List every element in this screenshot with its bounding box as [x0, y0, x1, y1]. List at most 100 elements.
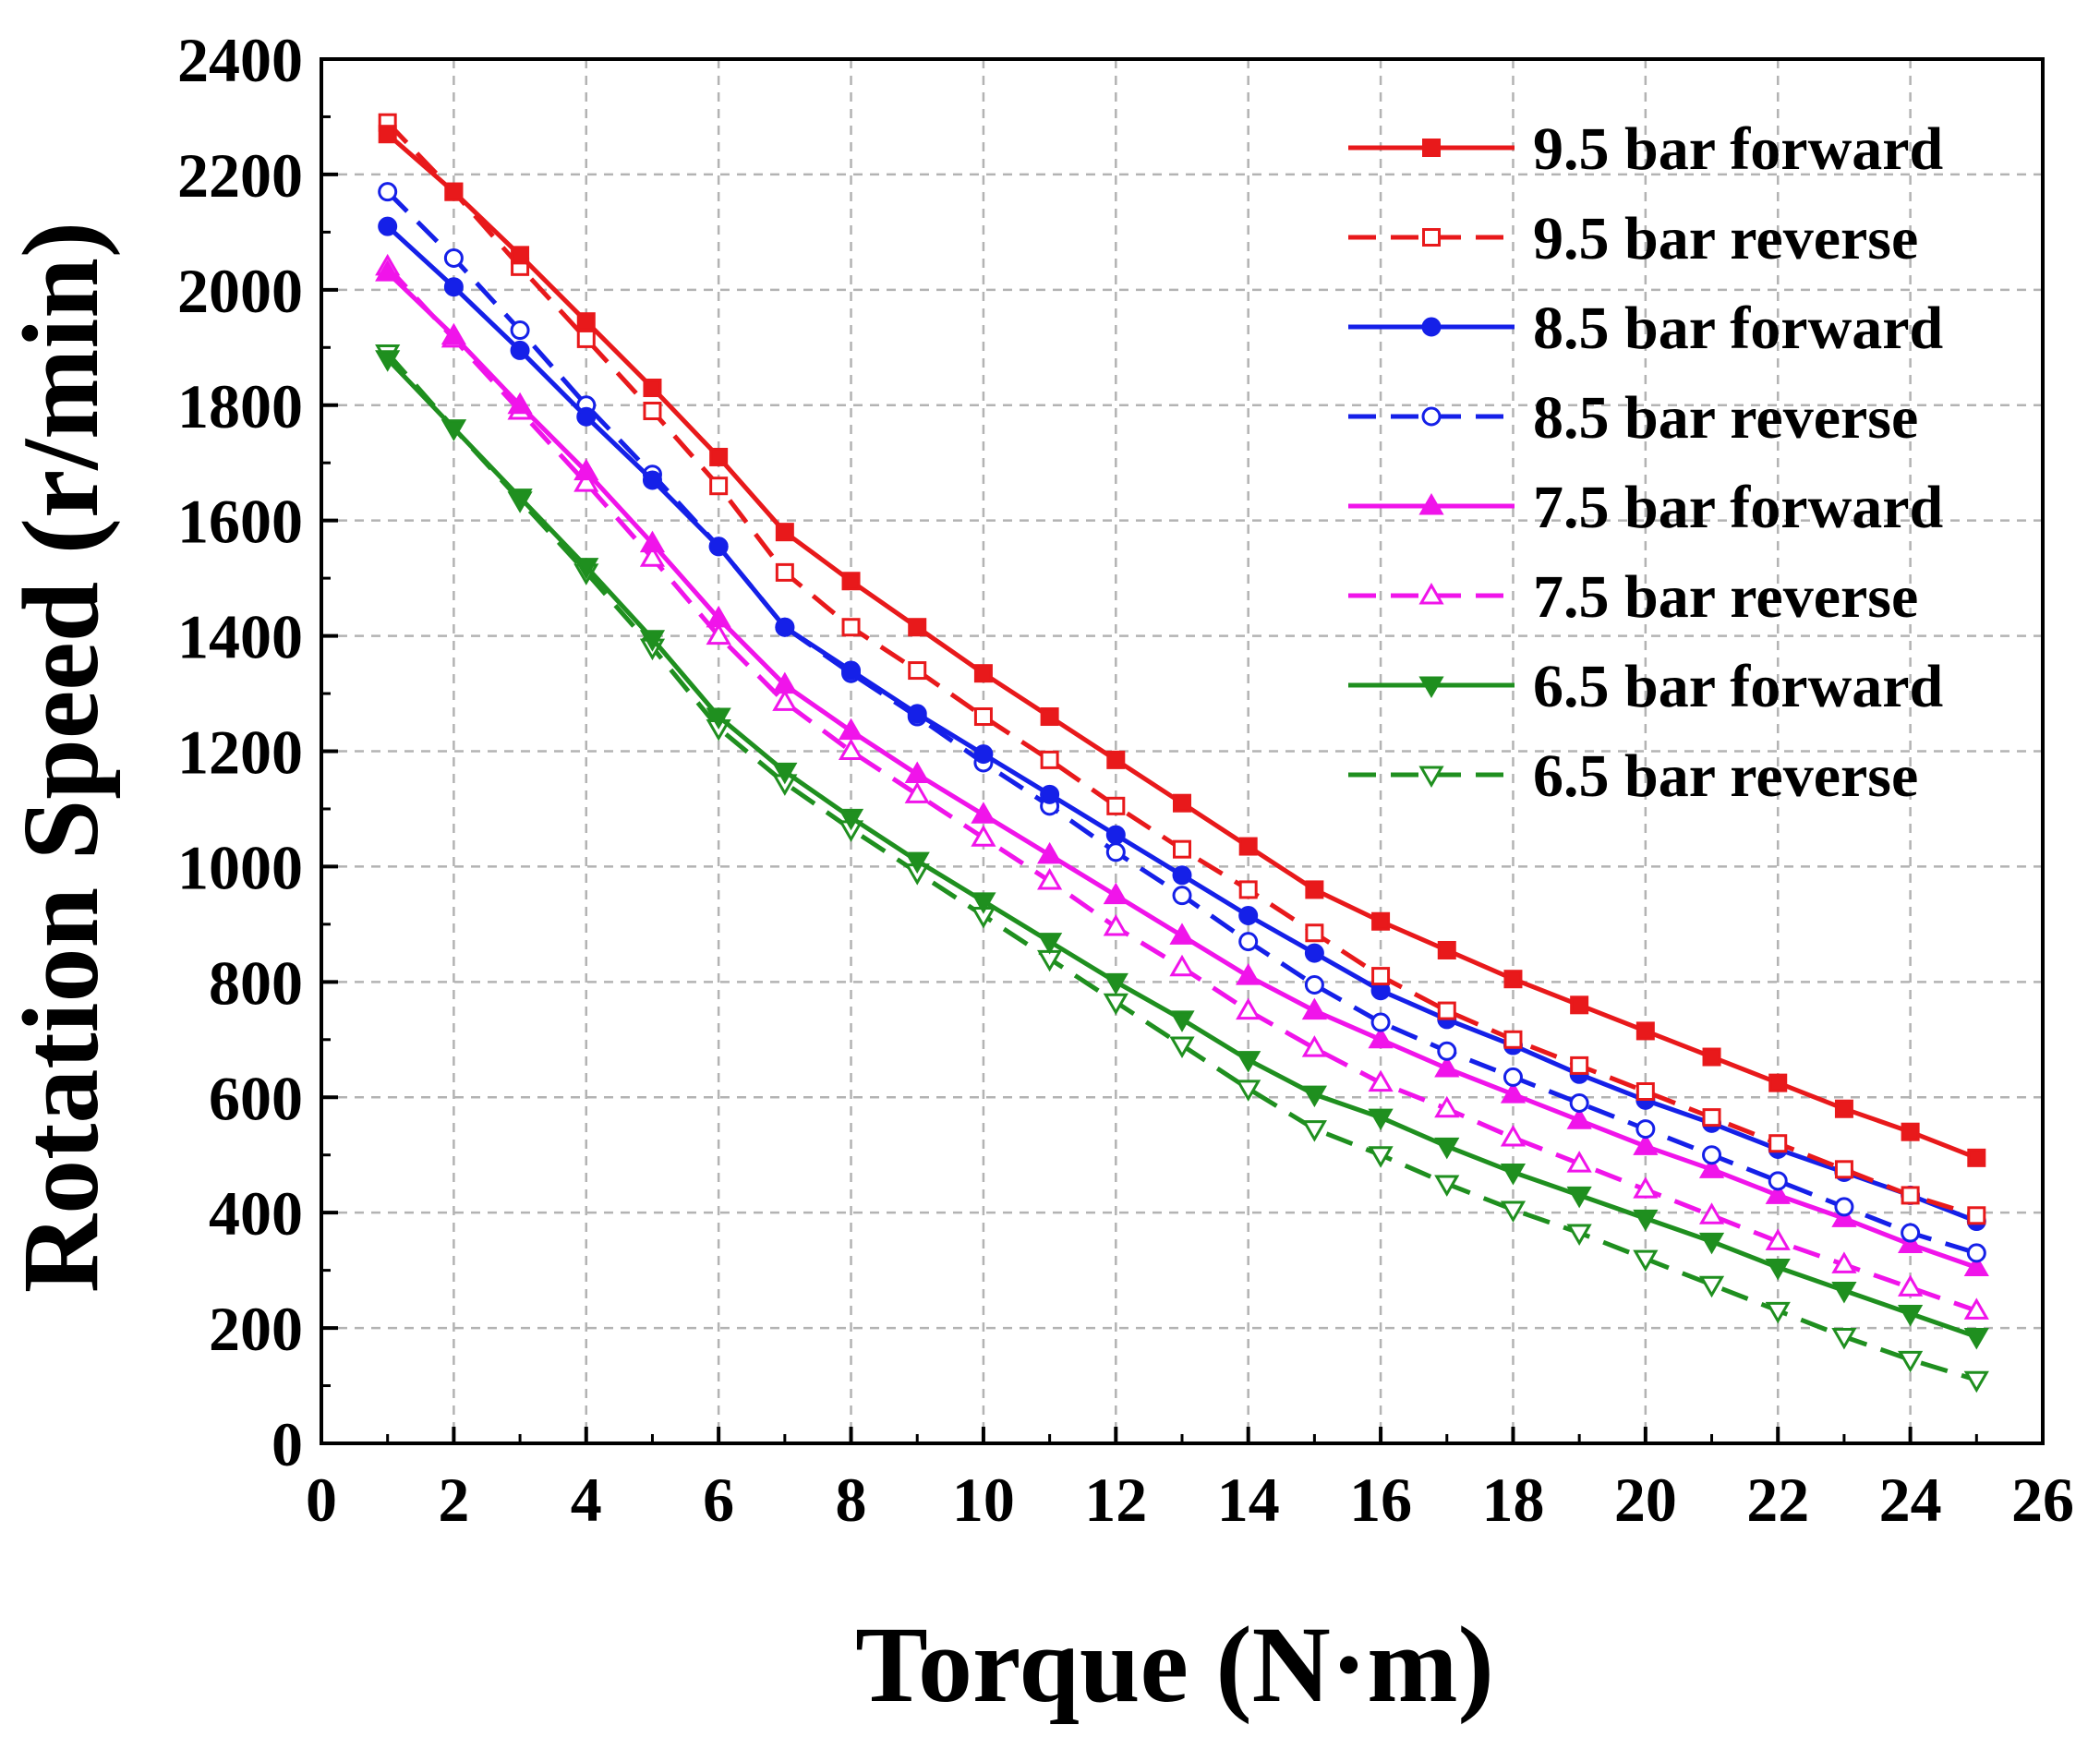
data-point	[1238, 837, 1258, 856]
series-layer	[375, 113, 1989, 1393]
data-point	[1301, 1035, 1327, 1057]
y-axis-title: Rotation Speed (r/min)	[0, 222, 121, 1293]
data-point	[1831, 1251, 1857, 1273]
legend-label: 8.5 bar forward	[1533, 295, 1943, 362]
data-point	[576, 406, 597, 427]
y-tick-label: 1200	[177, 718, 303, 788]
data-point	[1570, 1055, 1589, 1075]
data-point	[1500, 1124, 1527, 1147]
y-tick-label: 2400	[177, 25, 303, 95]
data-point	[1236, 963, 1261, 985]
data-point	[1633, 1209, 1659, 1232]
data-point	[378, 216, 398, 236]
data-point	[1434, 1055, 1460, 1078]
data-point	[1898, 1231, 1924, 1254]
data-point	[1169, 954, 1195, 977]
data-point	[1434, 1175, 1460, 1197]
data-point	[907, 704, 927, 724]
data-point	[1635, 1082, 1655, 1102]
data-point	[971, 825, 996, 847]
y-tick-label: 600	[209, 1063, 303, 1133]
data-point	[908, 618, 927, 637]
data-point	[1368, 1108, 1394, 1131]
x-tick-label: 8	[836, 1465, 867, 1535]
legend-label: 7.5 bar forward	[1533, 474, 1943, 541]
data-point	[775, 523, 794, 542]
y-tick-label: 1000	[177, 832, 303, 902]
data-point	[1635, 1021, 1655, 1041]
data-point	[1966, 1243, 1986, 1263]
legend: 9.5 bar forward 9.5 bar reverse 8.5 bar fo…	[1348, 115, 1943, 810]
x-tick-label: 12	[1084, 1465, 1147, 1535]
data-point	[1503, 1067, 1523, 1087]
data-point	[1635, 1119, 1656, 1140]
series-9-5-bar-reverse	[378, 113, 1986, 1225]
data-point	[507, 489, 533, 511]
data-point	[1305, 923, 1324, 943]
data-point	[1768, 1134, 1788, 1153]
data-point	[1172, 886, 1192, 906]
data-point	[1898, 1274, 1924, 1297]
data-point	[1834, 1197, 1854, 1217]
data-point	[1037, 841, 1063, 864]
data-point	[1503, 970, 1523, 989]
data-point	[573, 558, 599, 580]
data-point	[510, 340, 530, 360]
data-point	[573, 470, 599, 492]
data-point	[444, 182, 464, 201]
x-tick-label: 6	[703, 1465, 734, 1535]
data-point	[841, 572, 861, 591]
data-point	[576, 312, 596, 332]
data-point	[1301, 1085, 1327, 1108]
y-tick-label: 2200	[177, 140, 303, 211]
data-point	[639, 545, 666, 567]
data-point	[1105, 825, 1126, 845]
data-point	[1371, 911, 1391, 931]
data-point	[1371, 967, 1391, 986]
data-point	[971, 802, 996, 824]
data-point	[971, 892, 996, 914]
data-point	[1963, 1297, 1989, 1320]
data-point	[838, 808, 864, 831]
data-point	[1569, 1092, 1589, 1113]
data-point	[576, 329, 596, 348]
data-point	[1040, 784, 1060, 804]
data-point	[642, 470, 662, 490]
data-point	[1301, 1120, 1327, 1142]
data-point	[1901, 1186, 1920, 1205]
data-point	[706, 605, 731, 628]
y-tick-label: 0	[272, 1409, 303, 1479]
data-point	[1105, 842, 1126, 862]
y-tick-label: 1600	[177, 487, 303, 557]
y-tick-label: 800	[209, 947, 303, 1018]
data-point	[908, 661, 927, 681]
data-point	[1702, 1145, 1722, 1165]
data-point	[1768, 1171, 1788, 1191]
data-point	[1633, 1176, 1659, 1199]
data-point	[1370, 1012, 1391, 1032]
y-tick-label: 400	[209, 1178, 303, 1248]
data-point	[507, 392, 533, 415]
data-point	[1702, 1108, 1721, 1128]
legend-marker	[1418, 583, 1444, 605]
data-point	[1236, 1051, 1261, 1073]
data-point	[1434, 1095, 1460, 1118]
legend-marker	[1422, 228, 1441, 247]
x-tick-label: 4	[571, 1465, 602, 1535]
data-point	[1967, 1148, 1986, 1167]
data-point	[973, 707, 993, 727]
data-point	[441, 322, 466, 345]
data-point	[1901, 1223, 1921, 1243]
data-point	[1765, 1301, 1791, 1324]
legend-entry: 8.5 bar forward	[1348, 295, 1943, 362]
y-tick-label: 1800	[177, 371, 303, 441]
data-point	[643, 379, 662, 398]
data-point	[1698, 1232, 1725, 1255]
data-point	[1831, 1281, 1857, 1304]
data-point	[838, 738, 864, 760]
data-point	[1500, 1200, 1527, 1224]
data-point	[441, 419, 466, 441]
legend-marker	[1418, 766, 1444, 788]
data-point	[1368, 1146, 1394, 1168]
